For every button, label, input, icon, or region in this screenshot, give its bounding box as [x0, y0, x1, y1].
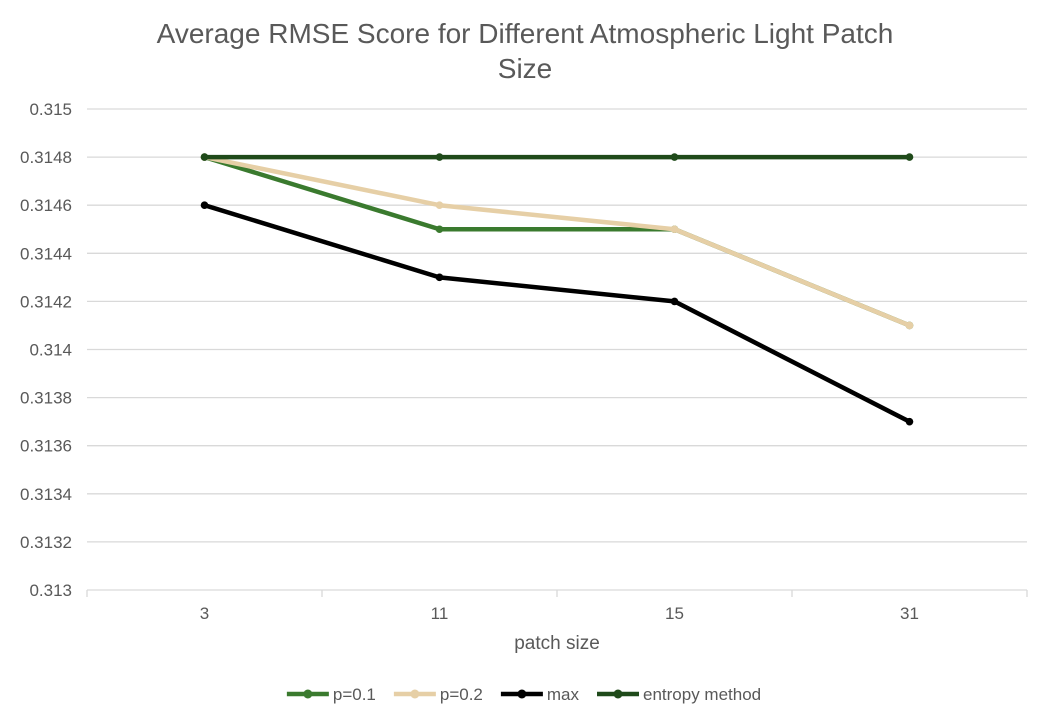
y-tick-label: 0.3132 — [20, 533, 72, 552]
data-point — [435, 225, 444, 234]
chart-title-line-1: Average RMSE Score for Different Atmosph… — [157, 18, 894, 49]
x-tick-label: 3 — [200, 604, 209, 623]
data-point — [670, 297, 679, 306]
data-point — [435, 273, 444, 282]
series-lines — [200, 153, 914, 426]
y-tick-label: 0.313 — [29, 581, 72, 600]
x-tick-label: 31 — [900, 604, 919, 623]
chart-title-line-2: Size — [498, 53, 552, 84]
y-tick-label: 0.3146 — [20, 196, 72, 215]
data-point — [435, 153, 444, 161]
legend-label: p=0.1 — [333, 685, 376, 704]
x-tick-label: 15 — [665, 604, 684, 623]
y-tick-label: 0.3144 — [20, 244, 72, 263]
y-tick-label: 0.3138 — [20, 389, 72, 408]
y-tick-label: 0.3148 — [20, 148, 72, 167]
series-p-0-2 — [200, 153, 914, 330]
y-axis-tick-labels: 0.313 0.3132 0.3134 0.3136 0.3138 0.314 0.3142… — [20, 100, 72, 600]
data-point — [200, 153, 209, 161]
legend-item: p=0.1 — [286, 685, 376, 704]
legend-item: entropy method — [597, 685, 761, 704]
legend-label: max — [547, 685, 580, 704]
legend-swatch-marker — [410, 689, 420, 699]
legend-swatch-marker — [517, 689, 527, 699]
legend-item: p=0.2 — [393, 685, 483, 704]
series-line — [202, 154, 912, 328]
y-tick-label: 0.315 — [29, 100, 72, 119]
gridlines — [87, 108, 1027, 543]
legend: p=0.1 p=0.2 max entropy method — [286, 685, 761, 704]
legend-label: p=0.2 — [440, 685, 483, 704]
data-point — [905, 153, 914, 161]
y-tick-label: 0.3136 — [20, 437, 72, 456]
series-line — [202, 202, 912, 424]
legend-swatch-marker — [303, 689, 313, 699]
data-point — [435, 201, 444, 209]
data-point — [905, 321, 914, 330]
legend-label: entropy method — [643, 685, 761, 704]
data-point — [905, 417, 914, 426]
x-axis — [86, 589, 1028, 597]
data-point — [200, 201, 209, 209]
data-point — [670, 225, 679, 234]
y-tick-label: 0.314 — [29, 341, 72, 360]
x-axis-title: patch size — [514, 633, 600, 654]
series-line — [202, 154, 912, 328]
x-tick-label: 11 — [431, 604, 449, 623]
legend-swatch-marker — [613, 689, 623, 699]
series-max — [200, 201, 914, 426]
series-entropy-method — [200, 153, 914, 161]
x-axis-tick-labels: 3 11 15 31 — [200, 604, 919, 623]
chart-title: Average RMSE Score for Different Atmosph… — [157, 18, 894, 84]
y-tick-label: 0.3134 — [20, 485, 72, 504]
y-tick-label: 0.3142 — [20, 292, 72, 311]
data-point — [670, 153, 679, 161]
legend-item: max — [500, 685, 580, 704]
